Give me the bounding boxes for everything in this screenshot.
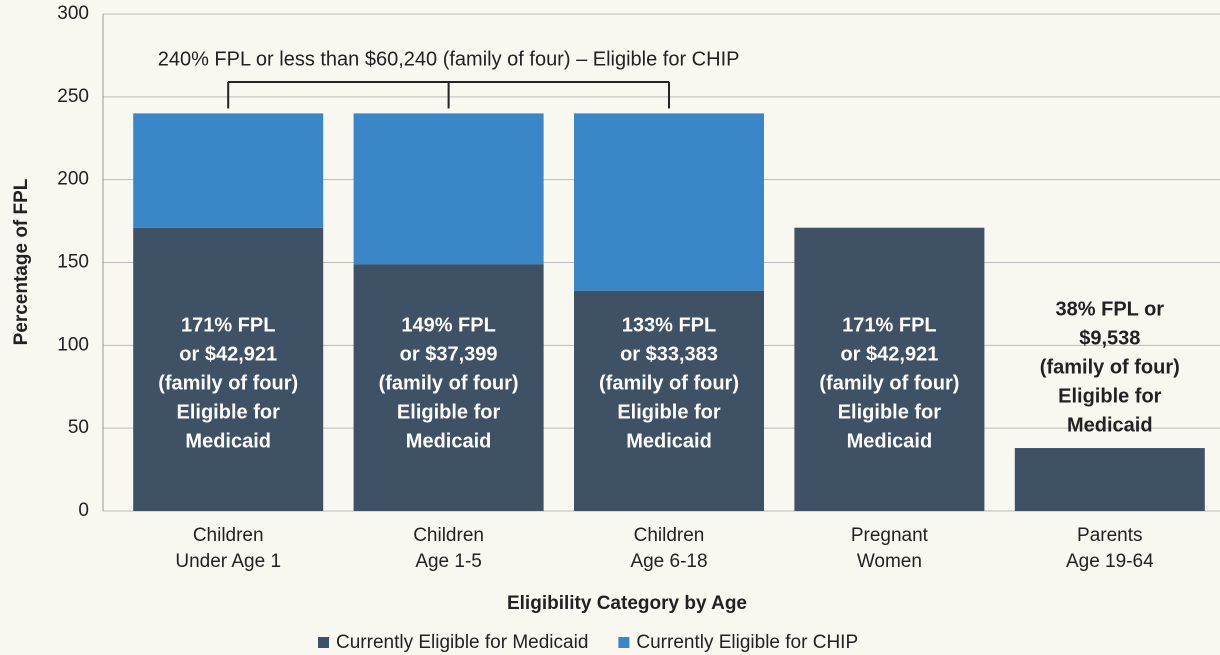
x-tick-label: Children — [634, 525, 705, 546]
y-tick-label: 200 — [57, 169, 89, 190]
x-tick-label: Age 19-64 — [1066, 551, 1154, 572]
x-tick-label: Parents — [1077, 525, 1142, 546]
legend-label: Currently Eligible for CHIP — [636, 632, 858, 653]
bar-segment — [574, 113, 764, 291]
value-label: Medicaid — [1067, 414, 1153, 436]
value-label: Eligible for — [838, 401, 942, 423]
value-label: Eligible for — [617, 401, 721, 423]
x-tick-label: Children — [193, 525, 264, 546]
x-tick-label: Children — [413, 525, 484, 546]
value-label: Medicaid — [626, 430, 712, 452]
value-label: 171% FPL — [842, 314, 936, 336]
legend-label: Currently Eligible for Medicaid — [336, 632, 588, 653]
value-label: Eligible for — [397, 401, 501, 423]
y-tick-label: 50 — [68, 417, 89, 438]
value-label: or $42,921 — [179, 343, 277, 365]
y-tick-label: 150 — [57, 252, 89, 273]
value-label: Medicaid — [847, 430, 933, 452]
x-tick-label: Women — [857, 551, 922, 572]
value-label: 171% FPL — [181, 314, 275, 336]
value-label: Eligible for — [177, 401, 281, 423]
bar-segment — [353, 264, 544, 511]
value-label: (family of four) — [599, 372, 739, 394]
x-tick-label: Age 1-5 — [415, 551, 482, 572]
value-label: Medicaid — [185, 430, 271, 452]
value-label: 149% FPL — [401, 314, 495, 336]
value-label: or $37,399 — [400, 343, 498, 365]
bar-segment — [794, 227, 985, 511]
legend: Currently Eligible for Medicaid Currently… — [318, 632, 858, 653]
y-tick-label: 300 — [57, 3, 89, 24]
value-label: 38% FPL or — [1056, 298, 1165, 320]
value-label: or $42,921 — [840, 343, 938, 365]
y-tick-label: 0 — [78, 500, 89, 521]
value-label: (family of four) — [158, 372, 298, 394]
value-label: $9,538 — [1079, 327, 1140, 349]
value-label: (family of four) — [1040, 356, 1180, 378]
value-label: Eligible for — [1058, 385, 1162, 407]
bar-segment — [1014, 448, 1205, 511]
x-axis-title: Eligibility Category by Age — [507, 593, 747, 614]
value-label: Medicaid — [406, 430, 492, 452]
value-label: or $33,383 — [620, 343, 718, 365]
annotation: 240% FPL or less than $60,240 (family of… — [158, 48, 740, 70]
x-tick-label: Pregnant — [851, 525, 929, 546]
bar-segment — [353, 113, 544, 265]
x-tick-label: Under Age 1 — [175, 551, 281, 572]
y-tick-label: 250 — [57, 86, 89, 107]
y-axis-title: Percentage of FPL — [11, 178, 32, 345]
legend-swatch — [318, 637, 329, 648]
bar-segment — [574, 290, 764, 511]
legend-swatch — [618, 637, 630, 648]
bar-segment — [133, 113, 324, 228]
value-label: (family of four) — [819, 372, 959, 394]
value-label: (family of four) — [379, 372, 519, 394]
x-tick-label: Age 6-18 — [630, 551, 707, 572]
bar-segment — [133, 227, 324, 511]
y-tick-label: 100 — [57, 334, 89, 355]
value-label: 133% FPL — [622, 314, 716, 336]
